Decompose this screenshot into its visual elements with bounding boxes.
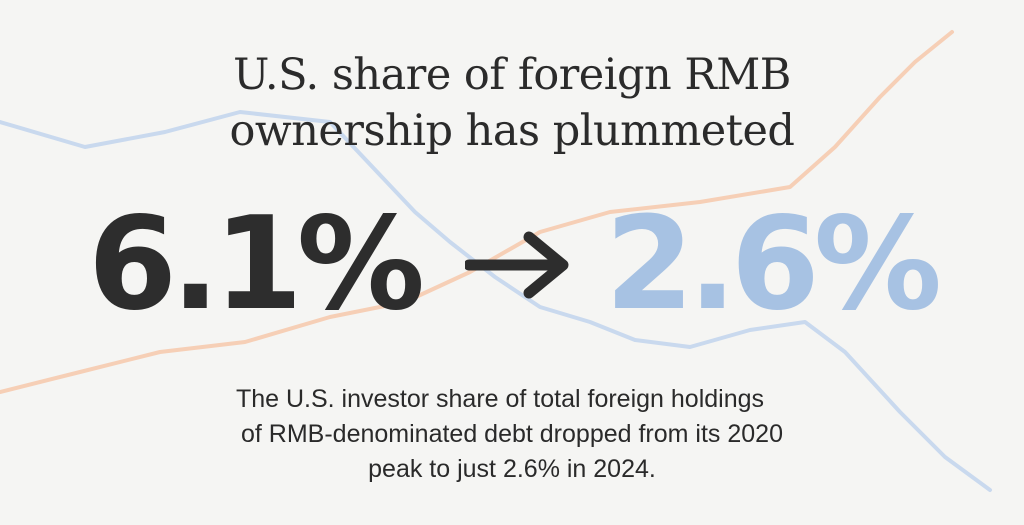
- stat-comparison: 6.1% 2.6%: [0, 190, 1024, 340]
- previous-share-value: 6.1%: [88, 190, 425, 339]
- decorative-blue-trend-line: [0, 110, 992, 492]
- description-line-1: The U.S. investor share of total foreign…: [235, 385, 765, 413]
- description-line-3: peak to just 2.6% in 2024.: [368, 455, 656, 483]
- current-share-value: 2.6%: [605, 190, 942, 339]
- description-line-2: of RMB-denominated debt dropped from its…: [241, 420, 783, 448]
- arrow-right-icon: [465, 231, 569, 299]
- headline-line-1: U.S. share of foreign RMB: [233, 50, 791, 100]
- headline-line-2: ownership has plummeted: [229, 106, 795, 156]
- decorative-orange-trend-line: [0, 30, 954, 394]
